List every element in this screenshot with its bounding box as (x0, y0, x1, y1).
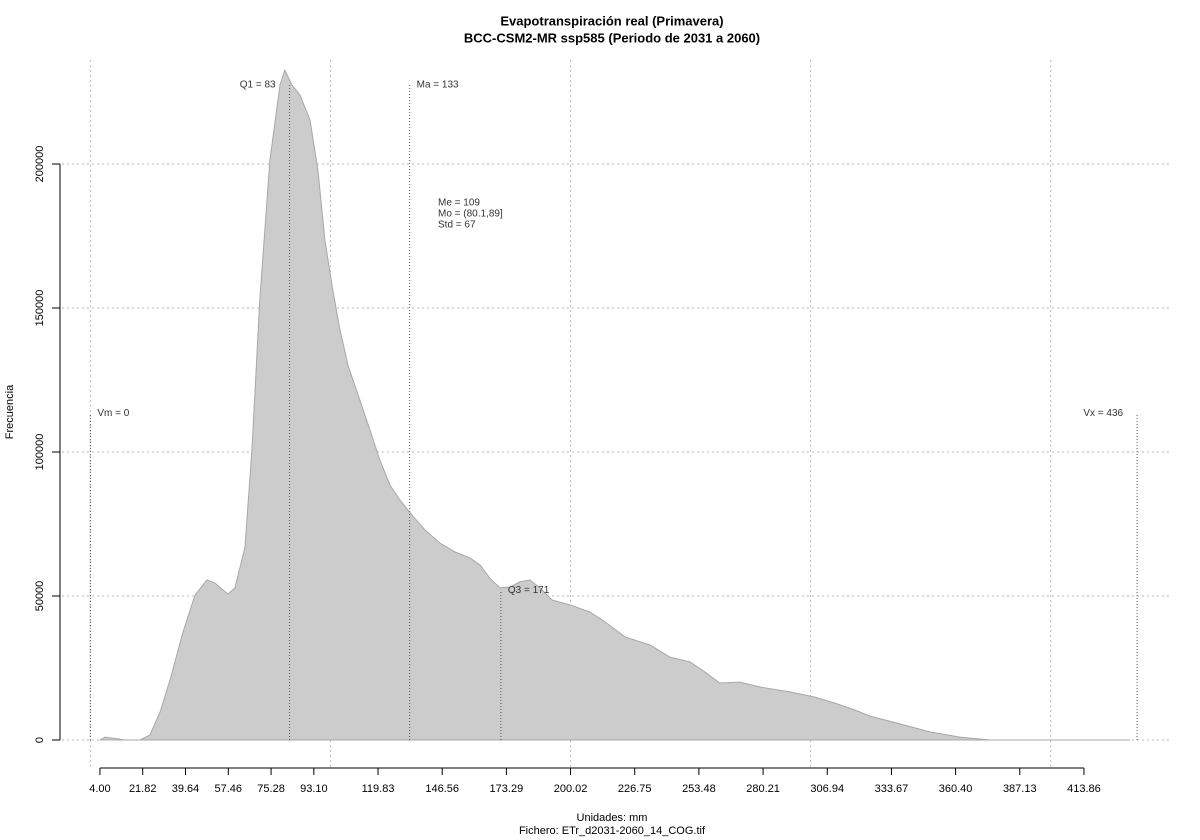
x-tick-label: 146.56 (425, 783, 459, 795)
x-tick-label: 360.40 (939, 783, 973, 795)
x-tick-label: 280.21 (746, 783, 780, 795)
x-tick-label: 4.00 (89, 783, 110, 795)
y-tick-label: 0 (34, 737, 46, 743)
y-tick-label: 100000 (34, 434, 46, 471)
chart-title: Evapotranspiración real (Primavera) (500, 13, 723, 28)
stat-label: Me = 109 (438, 198, 480, 209)
stat-label: Std = 67 (438, 220, 476, 231)
y-tick-label: 150000 (34, 290, 46, 327)
x-tick-label: 39.64 (172, 783, 200, 795)
x-tick-label: 75.28 (257, 783, 285, 795)
annotation-label: Q3 = 171 (508, 585, 550, 596)
x-tick-label: 226.75 (618, 783, 652, 795)
x-tick-label: 21.82 (129, 783, 157, 795)
x-tick-label: 93.10 (300, 783, 328, 795)
annotation-label: Vm = 0 (97, 408, 129, 419)
caption: Fichero: ETr_d2031-2060_14_COG.tif (519, 825, 706, 837)
x-axis-label: Unidades: mm (577, 812, 648, 824)
stat-label: Mo = (80.1,89] (438, 209, 503, 220)
x-tick-label: 253.48 (682, 783, 716, 795)
x-tick-label: 119.83 (362, 783, 395, 795)
x-tick-label: 57.46 (215, 783, 243, 795)
chart-subtitle: BCC-CSM2-MR ssp585 (Periodo de 2031 a 20… (464, 30, 760, 45)
y-tick-label: 50000 (34, 581, 46, 612)
y-axis-label: Frecuencia (4, 384, 16, 439)
x-tick-label: 200.02 (554, 783, 588, 795)
x-tick-label: 413.86 (1067, 783, 1101, 795)
x-tick-label: 306.94 (810, 783, 844, 795)
x-tick-label: 173.29 (490, 783, 524, 795)
x-tick-label: 333.67 (875, 783, 909, 795)
x-tick-label: 387.13 (1003, 783, 1037, 795)
y-tick-label: 200000 (34, 146, 46, 183)
annotation-label: Ma = 133 (417, 80, 459, 91)
annotation-label: Vx = 436 (1083, 408, 1123, 419)
annotation-label: Q1 = 83 (240, 80, 276, 91)
density-area (99, 68, 1131, 741)
